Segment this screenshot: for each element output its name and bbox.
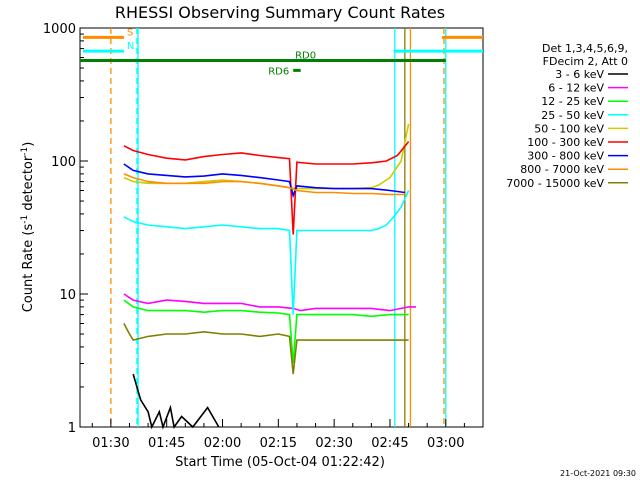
series-line-7 (123, 173, 405, 196)
y-tick-label-1: 10 (59, 288, 76, 303)
footer-date: 21-Oct-2021 09:30 (560, 469, 636, 478)
series-line-2 (123, 299, 409, 364)
legend-label-4: 50 - 100 keV (534, 122, 604, 135)
status-bars: SN RD0 RD6 (80, 27, 483, 77)
plot-frame (79, 27, 484, 428)
status-bar-label-rd0: RD0 (295, 50, 316, 61)
y-axis-label-mid: detector (21, 155, 36, 215)
legend-label-2: 12 - 25 keV (541, 95, 604, 108)
y-axis-label-main: Count Rate (s (21, 224, 36, 313)
legend-label-8: 7000 - 15000 keV (506, 177, 604, 190)
legend-label-6: 300 - 800 keV (527, 150, 604, 163)
x-tick-label-6: 03:00 (427, 436, 464, 451)
series-line-3 (123, 190, 410, 315)
y-axis-label-sup2: -1 (20, 147, 30, 156)
series-line-0 (132, 373, 220, 430)
y-tick-label-3: 1000 (43, 22, 76, 37)
vertical-markers (110, 28, 447, 427)
y-axis-label-end: ) (21, 142, 36, 147)
x-tick-label-5: 02:45 (371, 436, 408, 451)
x-tick-label-4: 02:30 (315, 436, 352, 451)
legend-label-5: 100 - 300 keV (527, 136, 604, 149)
series-line-1 (123, 293, 416, 312)
x-tick-label-0: 01:30 (92, 436, 129, 451)
y-axis: 1 10 100 1000 (43, 22, 88, 436)
legend-label-7: 800 - 7000 keV (520, 163, 604, 176)
series-line-8 (123, 323, 409, 375)
status-bar-label-s: S (127, 27, 133, 38)
status-bar-label-rd6: RD6 (268, 66, 289, 77)
chart-title: RHESSI Observing Summary Count Rates (115, 3, 445, 22)
series-line-6 (123, 163, 406, 199)
series-line-5 (123, 141, 410, 235)
legend-header-1: Det 1,3,4,5,6,9, (542, 42, 628, 55)
legend-label-1: 6 - 12 keV (548, 82, 604, 95)
legend: Det 1,3,4,5,6,9, FDecim 2, Att 0 3 - 6 k… (506, 42, 628, 190)
y-axis-label: Count Rate (s-1 detector-1) (20, 142, 36, 313)
x-tick-label-3: 02:15 (260, 436, 297, 451)
legend-header-2: FDecim 2, Att 0 (543, 55, 628, 68)
plot-area (79, 27, 484, 428)
x-axis: 01:30 01:45 02:00 02:15 02:30 02:45 03:00 (91, 419, 484, 451)
x-tick-label-1: 01:45 (148, 436, 185, 451)
status-bar-label-n: N (127, 41, 134, 52)
x-axis-label: Start Time (05-Oct-04 01:22:42) (175, 455, 385, 470)
y-tick-label-2: 100 (51, 155, 76, 170)
series-lines (123, 123, 416, 430)
y-axis-label-sup1: -1 (20, 215, 30, 224)
x-tick-label-2: 02:00 (204, 436, 241, 451)
y-tick-label-0: 1 (68, 421, 76, 436)
legend-label-3: 25 - 50 keV (541, 109, 604, 122)
legend-label-0: 3 - 6 keV (555, 68, 604, 81)
